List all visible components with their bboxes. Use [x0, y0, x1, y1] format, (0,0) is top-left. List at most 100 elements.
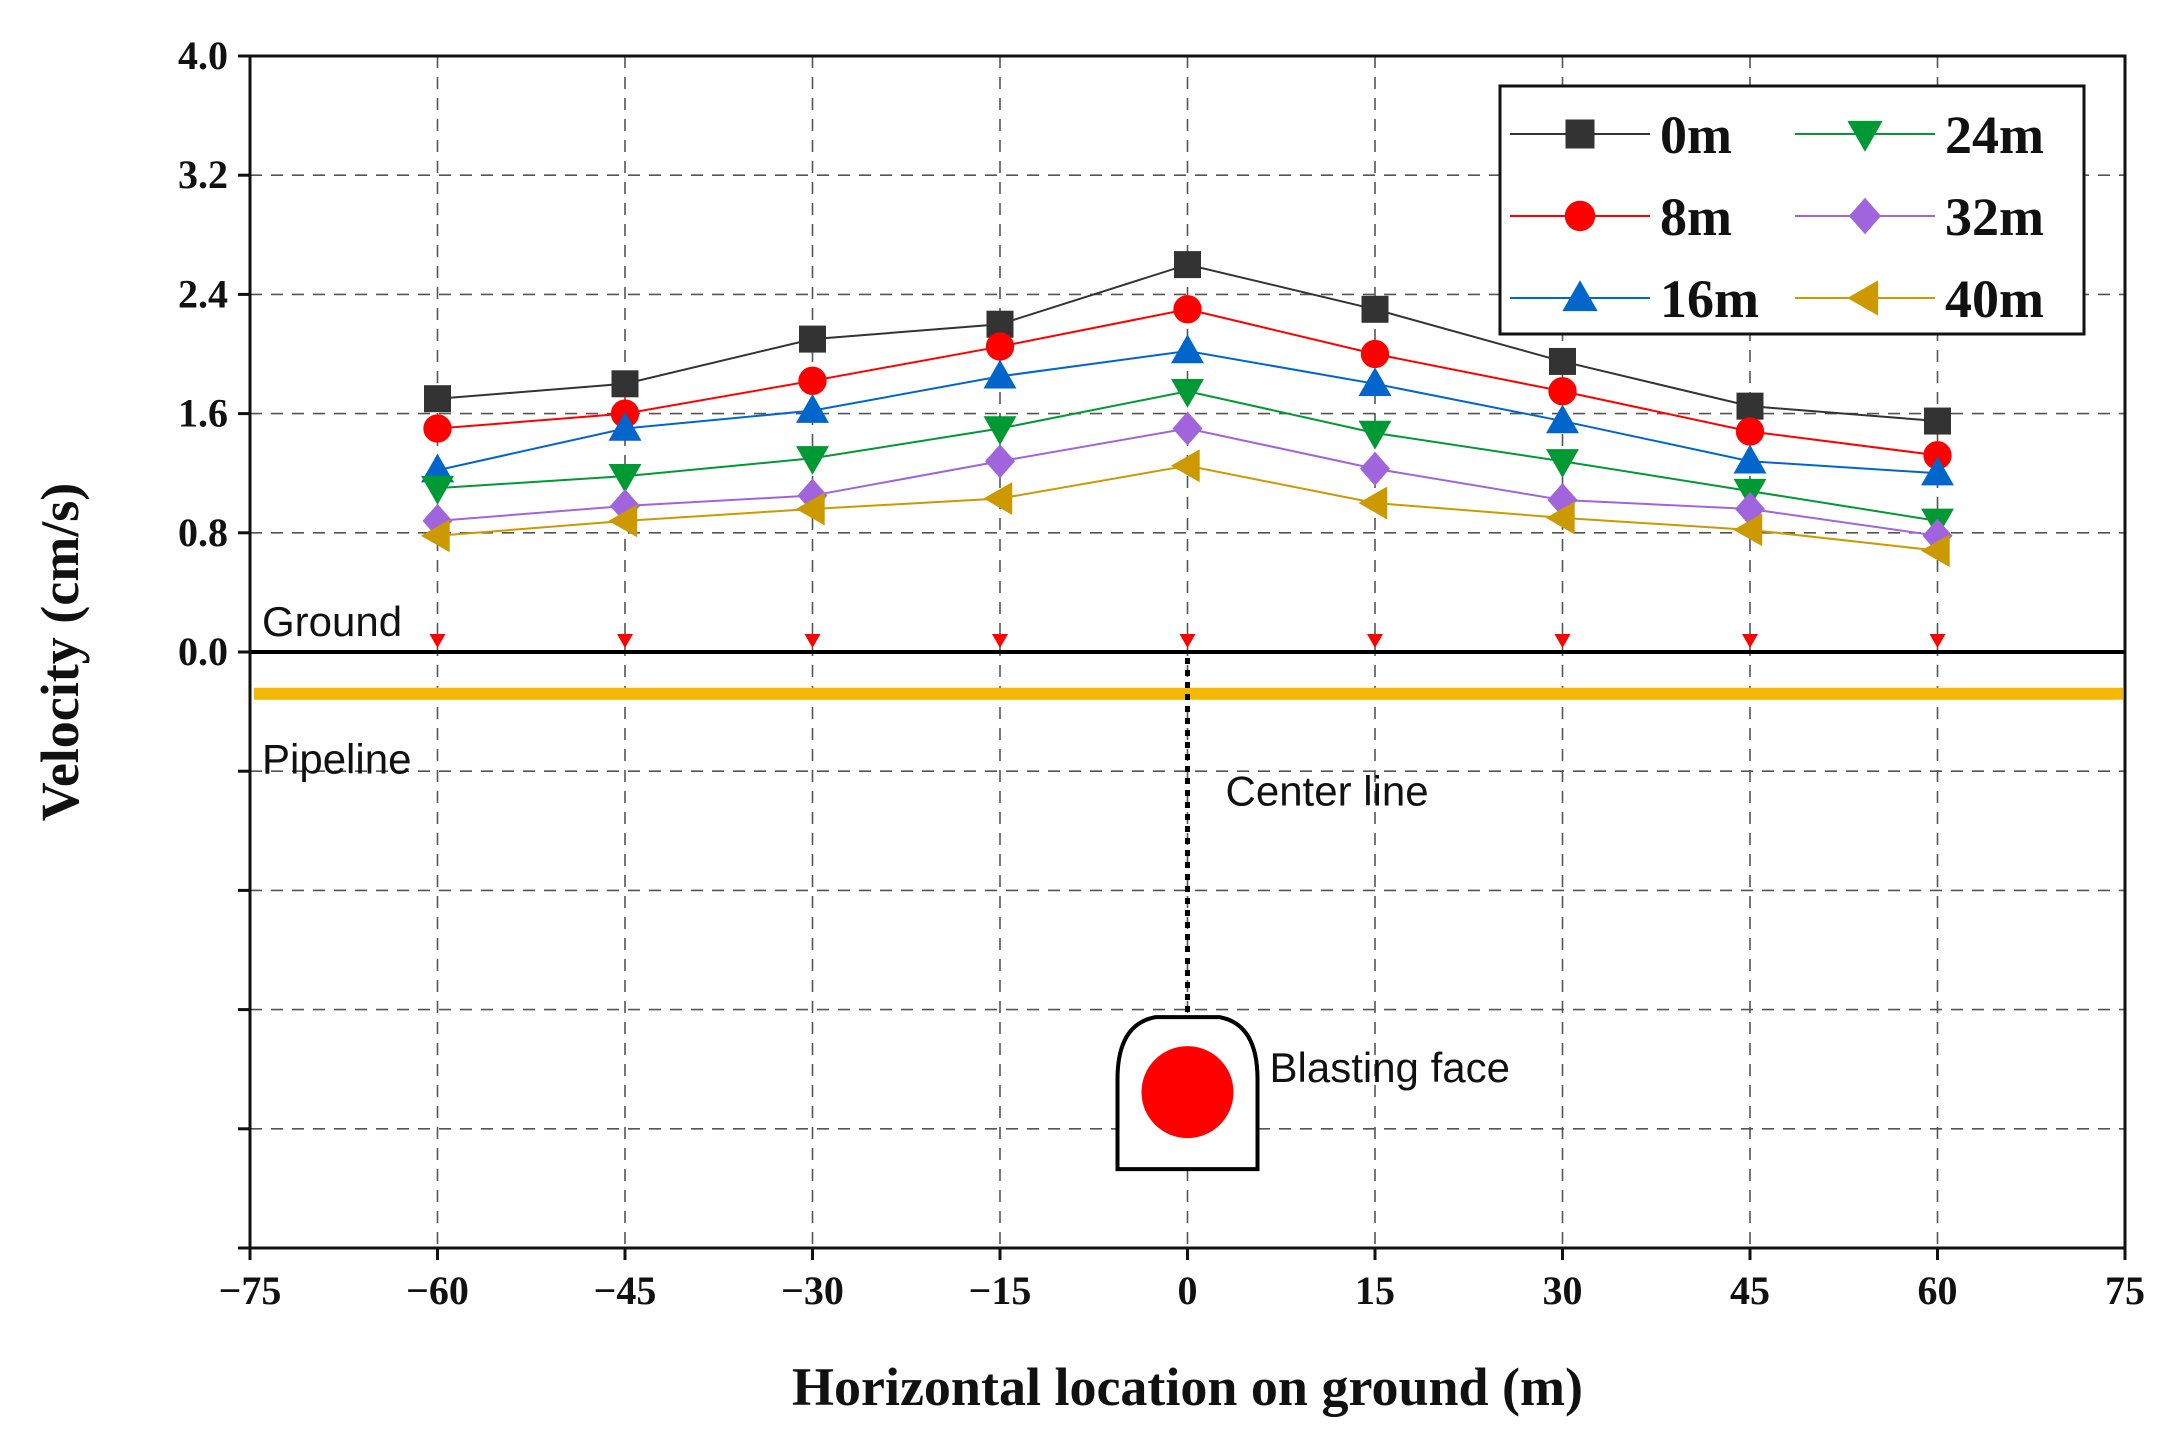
data-point-32m: [1172, 411, 1203, 446]
legend-marker: [1562, 280, 1598, 312]
measurement-point-marker: [617, 634, 633, 648]
data-point-0m: [1361, 295, 1389, 323]
data-point-32m: [1360, 451, 1390, 486]
y-tick-label: 4.0: [178, 33, 228, 78]
legend-marker: [1565, 119, 1595, 149]
data-point-24m: [983, 416, 1017, 446]
legend-label: 24m: [1945, 105, 2044, 165]
measurement-point-marker: [1554, 634, 1571, 648]
y-axis-title: Velocity (cm/s): [30, 483, 90, 821]
x-tick-label: 15: [1355, 1268, 1395, 1313]
x-tick-label: −45: [594, 1268, 657, 1313]
data-point-16m: [1358, 367, 1392, 396]
data-point-24m: [421, 475, 454, 505]
y-tick-label: 3.2: [178, 152, 228, 197]
x-tick-label: −75: [219, 1268, 282, 1313]
center-line-label: Center line: [1226, 768, 1429, 815]
x-tick-label: 75: [2105, 1268, 2145, 1313]
data-point-40m: [420, 519, 450, 553]
series-layer: [420, 251, 1954, 568]
data-point-40m: [1545, 501, 1575, 535]
data-point-40m: [1733, 513, 1763, 547]
legend-label: 16m: [1660, 269, 1759, 329]
legend-label: 8m: [1660, 187, 1732, 247]
data-point-40m: [1920, 534, 1950, 568]
measurement-point-marker: [992, 634, 1008, 648]
data-point-0m: [1924, 407, 1951, 435]
data-point-8m: [1548, 377, 1577, 406]
series-8m: [423, 295, 1952, 470]
legend-label: 40m: [1945, 269, 2044, 329]
data-point-32m: [985, 444, 1015, 479]
y-tick-label: 2.4: [178, 271, 228, 316]
measurement-point-marker: [1742, 634, 1758, 648]
data-point-16m: [1546, 404, 1579, 434]
data-point-40m: [1170, 449, 1200, 483]
x-tick-label: −15: [969, 1268, 1032, 1313]
data-point-24m: [608, 463, 642, 493]
legend-item-0m: 0m: [1510, 105, 1732, 165]
measurement-point-marker: [1929, 634, 1946, 648]
series-32m: [422, 411, 1953, 553]
data-point-40m: [795, 492, 825, 526]
axes: −75 −60 −45 −30 −15 0 15 30 45 60 75 0.0 0.8 1.6 2.4 3…: [178, 33, 2145, 1313]
legend-marker: [1564, 200, 1596, 232]
measurement-markers: [429, 634, 1946, 648]
y-ticks: 0.0 0.8 1.6 2.4 3.2 4.0: [178, 33, 250, 1250]
blasting-face-label: Blasting face: [1270, 1044, 1510, 1091]
data-point-0m: [799, 325, 826, 353]
pipeline-label: Pipeline: [262, 736, 411, 783]
legend-marker: [1847, 120, 1883, 152]
measurement-point-marker: [804, 634, 821, 648]
data-point-16m: [608, 411, 642, 441]
data-point-24m: [1546, 449, 1579, 478]
legend-label: 0m: [1660, 105, 1732, 165]
y-tick-label: 1.6: [178, 391, 228, 436]
legend-item-16m: 16m: [1510, 269, 1759, 329]
data-point-0m: [1549, 347, 1576, 375]
data-point-40m: [608, 504, 638, 538]
measurement-point-marker: [1367, 634, 1383, 648]
data-point-16m: [796, 394, 829, 423]
legend-marker: [1848, 197, 1882, 235]
x-tick-label: 0: [1178, 1268, 1198, 1313]
data-point-24m: [796, 446, 829, 475]
data-point-0m: [1174, 251, 1201, 279]
data-point-16m: [1921, 456, 1954, 486]
legend-label: 32m: [1945, 187, 2044, 247]
x-tick-label: −60: [406, 1268, 469, 1313]
x-ticks: −75 −60 −45 −30 −15 0 15 30 45 60 75: [219, 1248, 2145, 1313]
y-tick-label: 0.0: [178, 629, 228, 674]
data-point-16m: [1171, 334, 1204, 364]
data-point-24m: [1171, 379, 1204, 408]
data-point-24m: [1358, 420, 1392, 450]
series-16m: [421, 334, 1954, 486]
x-tick-label: 60: [1918, 1268, 1958, 1313]
measurement-point-marker: [1179, 634, 1196, 648]
data-point-40m: [983, 482, 1013, 515]
x-tick-label: 45: [1730, 1268, 1770, 1313]
data-point-8m: [423, 414, 452, 443]
data-point-16m: [983, 359, 1017, 389]
data-point-0m: [611, 370, 639, 398]
blasting-face-charge: [1141, 1046, 1234, 1139]
x-tick-label: 30: [1543, 1268, 1583, 1313]
data-point-40m: [1358, 486, 1388, 520]
data-point-8m: [1735, 417, 1765, 446]
data-point-8m: [985, 332, 1015, 361]
legend-item-24m: 24m: [1795, 105, 2044, 165]
legend-item-40m: 40m: [1795, 269, 2044, 329]
data-point-16m: [1733, 444, 1767, 474]
x-axis-title: Horizontal location on ground (m): [792, 1357, 1583, 1417]
annotations-under: [250, 634, 2125, 1172]
data-point-0m: [424, 385, 451, 413]
x-tick-label: −30: [781, 1268, 844, 1313]
series-40m: [420, 449, 1950, 568]
data-point-0m: [1736, 392, 1764, 420]
data-point-8m: [1173, 295, 1202, 324]
legend-marker: [1847, 280, 1879, 316]
data-point-8m: [798, 366, 827, 395]
legend-box: [1498, 84, 2086, 336]
series-0m: [424, 251, 1951, 435]
measurement-point-marker: [429, 634, 446, 648]
